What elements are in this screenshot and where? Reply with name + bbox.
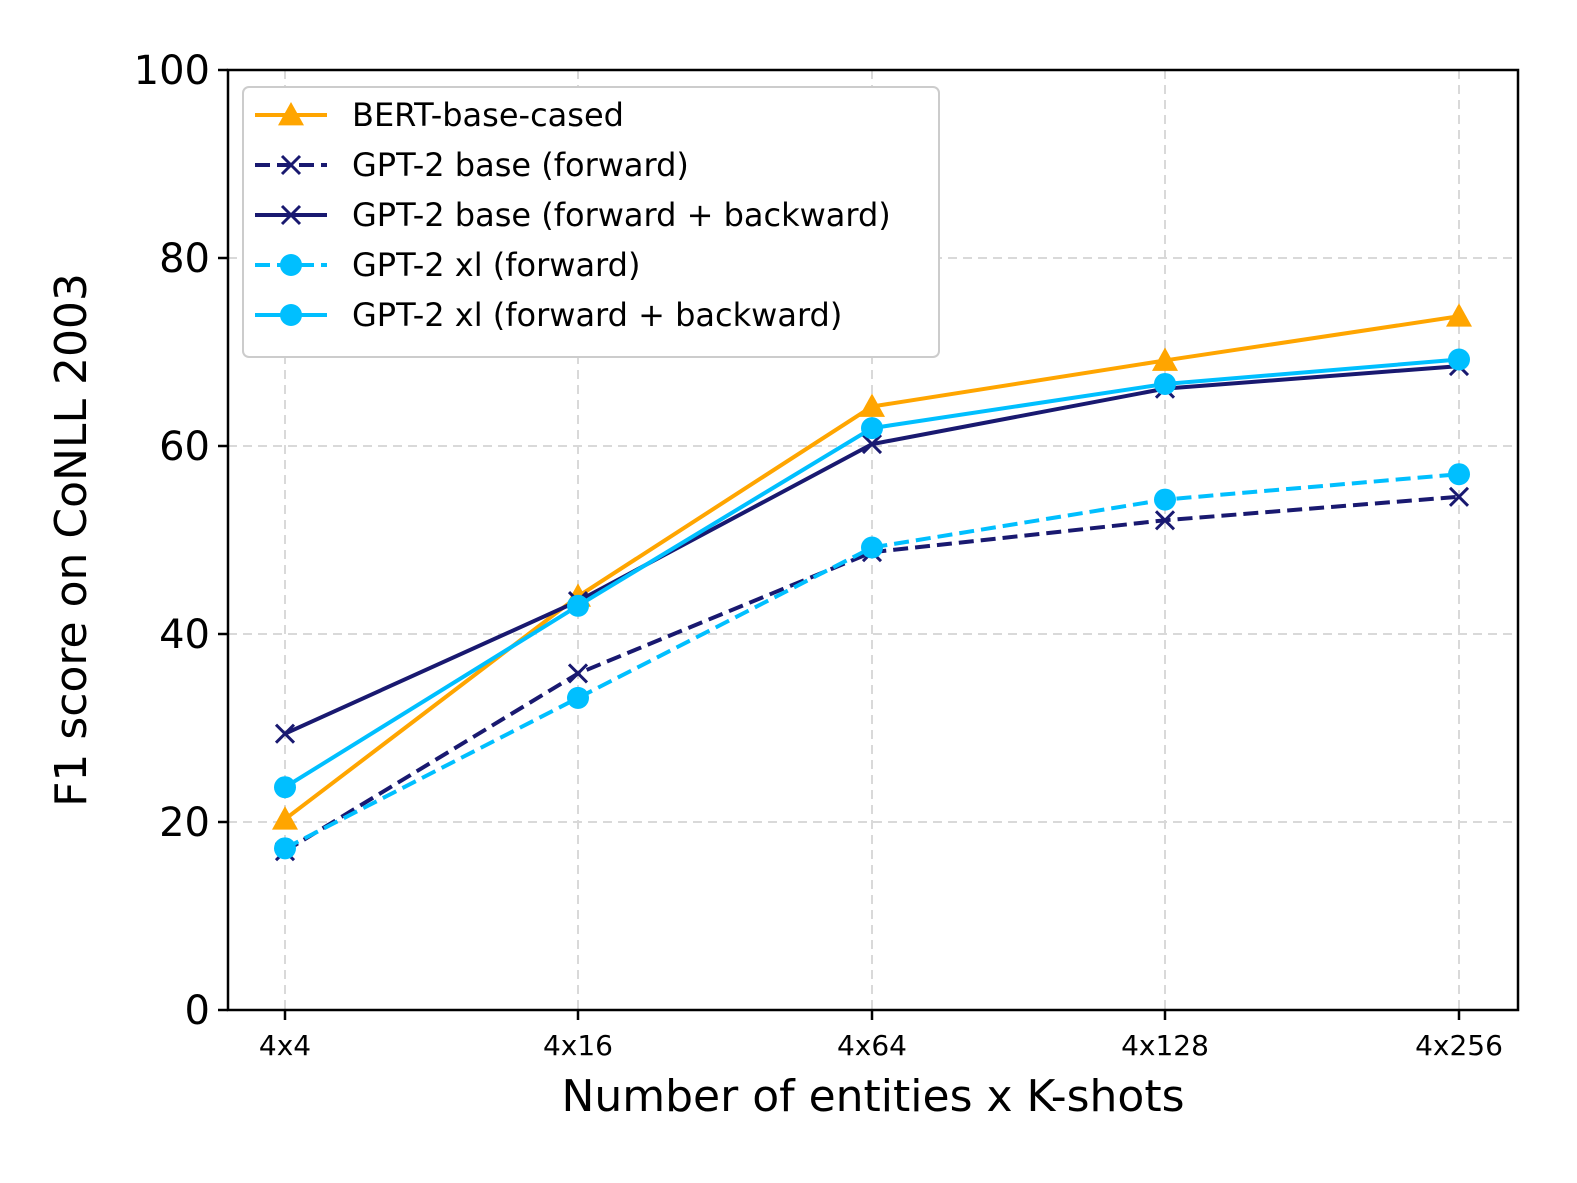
data-point xyxy=(274,723,296,744)
data-point xyxy=(1154,510,1176,531)
data-point xyxy=(274,837,296,860)
data-point xyxy=(1448,463,1470,486)
data-point xyxy=(1154,372,1176,395)
legend-label: GPT-2 base (forward + backward) xyxy=(352,196,891,234)
data-point xyxy=(1152,347,1178,371)
series-gpt-2-xl-forward-backward xyxy=(274,348,1470,799)
data-point xyxy=(1448,348,1470,371)
x-tick-label: 4x64 xyxy=(837,1029,907,1062)
legend-marker xyxy=(280,254,302,276)
data-point xyxy=(861,434,883,455)
legend-marker xyxy=(280,304,302,326)
data-point xyxy=(1446,303,1472,327)
legend-item: BERT-base-cased xyxy=(255,96,624,134)
data-point xyxy=(272,806,298,830)
x-axis-label: Number of entities x K-shots xyxy=(561,1071,1184,1122)
legend-box xyxy=(242,86,940,358)
y-tick-label: 20 xyxy=(159,800,210,846)
legend-label: GPT-2 base (forward) xyxy=(352,146,689,184)
x-tick-label: 4x16 xyxy=(543,1029,613,1062)
y-axis-label: F1 score on CoNLL 2003 xyxy=(46,273,97,807)
data-point xyxy=(1154,488,1176,511)
y-tick-label: 100 xyxy=(134,48,210,94)
legend-marker xyxy=(280,204,302,226)
y-tick-label: 40 xyxy=(159,612,210,658)
legend: BERT-base-cased GPT-2 base (forward) GPT-2… xyxy=(242,86,940,358)
legend-item: GPT-2 base (forward + backward) xyxy=(255,196,891,234)
axis-ticks: 0 20 40 60 80 100 4x4 4x16 4x64 4x128 4x256 xyxy=(134,48,1503,1062)
series-gpt-2-xl-forward xyxy=(274,463,1470,860)
legend-item: GPT-2 xl (forward) xyxy=(255,246,640,284)
data-point xyxy=(1448,486,1470,507)
x-tick-label: 4x128 xyxy=(1121,1029,1209,1062)
legend-item: GPT-2 xl (forward + backward) xyxy=(255,296,842,334)
y-tick-label: 60 xyxy=(159,424,210,470)
legend-label: GPT-2 xl (forward) xyxy=(352,246,640,284)
x-tick-label: 4x4 xyxy=(259,1029,311,1062)
legend-marker xyxy=(280,154,302,176)
series-layer xyxy=(272,303,1472,862)
data-point xyxy=(859,393,885,417)
data-point xyxy=(861,536,883,559)
legend-item: GPT-2 base (forward) xyxy=(255,146,689,184)
x-tick-label: 4x256 xyxy=(1415,1029,1503,1062)
data-point xyxy=(567,663,589,684)
legend-label: GPT-2 xl (forward + backward) xyxy=(352,296,842,334)
data-point xyxy=(274,776,296,799)
data-point xyxy=(567,594,589,617)
y-tick-label: 80 xyxy=(159,236,210,282)
data-point xyxy=(567,686,589,709)
y-tick-label: 0 xyxy=(185,988,210,1034)
legend-marker xyxy=(278,102,304,126)
legend-label: BERT-base-cased xyxy=(352,96,624,134)
data-point xyxy=(861,417,883,440)
